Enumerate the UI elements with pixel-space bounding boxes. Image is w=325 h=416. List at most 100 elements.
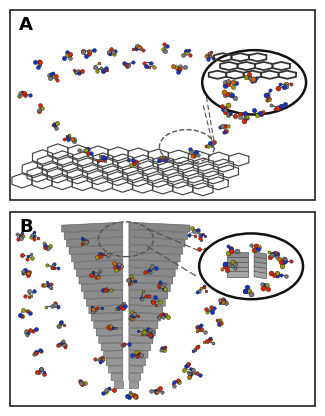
Point <box>20 88 25 95</box>
Point <box>130 46 136 52</box>
Polygon shape <box>227 257 248 262</box>
Point <box>130 275 135 282</box>
Point <box>113 305 119 312</box>
Circle shape <box>202 50 306 114</box>
Point <box>203 306 209 313</box>
Polygon shape <box>129 275 173 284</box>
Point <box>226 81 231 88</box>
Polygon shape <box>89 305 123 314</box>
Point <box>164 311 169 317</box>
Point <box>130 59 135 66</box>
Point <box>158 385 163 391</box>
Point <box>89 272 94 278</box>
Point <box>260 285 265 292</box>
Point <box>202 232 208 239</box>
Point <box>193 149 198 155</box>
Point <box>194 327 199 334</box>
Point <box>67 132 72 139</box>
Point <box>248 75 253 82</box>
Point <box>148 269 153 275</box>
Point <box>129 313 134 320</box>
Point <box>31 236 36 243</box>
Point <box>53 300 58 306</box>
Point <box>53 302 58 308</box>
Point <box>92 63 98 70</box>
Point <box>175 378 180 385</box>
Polygon shape <box>129 267 175 277</box>
Point <box>74 69 79 76</box>
Point <box>22 89 27 96</box>
Point <box>56 323 61 329</box>
Point <box>35 235 41 242</box>
Point <box>263 92 268 98</box>
Point <box>230 92 235 99</box>
Point <box>18 232 23 239</box>
Point <box>100 154 105 161</box>
Point <box>206 265 211 272</box>
Point <box>41 282 46 288</box>
Polygon shape <box>254 271 266 279</box>
Point <box>47 283 53 290</box>
Point <box>203 268 208 275</box>
Point <box>57 319 62 326</box>
Point <box>226 91 231 97</box>
Point <box>48 71 53 77</box>
Point <box>154 388 159 395</box>
Point <box>50 122 56 129</box>
Polygon shape <box>254 252 266 259</box>
Point <box>147 331 152 338</box>
Polygon shape <box>129 381 138 388</box>
Point <box>166 157 171 163</box>
Point <box>46 72 51 79</box>
Point <box>204 287 209 294</box>
Point <box>47 243 52 250</box>
Point <box>220 106 225 113</box>
Polygon shape <box>86 298 123 306</box>
Point <box>17 312 22 319</box>
Point <box>197 235 202 242</box>
Point <box>224 278 229 285</box>
Point <box>225 91 230 97</box>
Point <box>86 48 91 54</box>
Point <box>120 342 125 348</box>
Point <box>194 289 200 296</box>
Point <box>283 81 289 88</box>
Point <box>81 47 86 54</box>
Point <box>94 253 99 260</box>
Point <box>197 245 202 252</box>
Point <box>25 253 30 260</box>
Point <box>41 369 46 375</box>
Polygon shape <box>82 282 123 291</box>
Point <box>26 294 32 301</box>
Point <box>129 272 134 279</box>
Text: B: B <box>19 218 32 236</box>
Point <box>32 59 37 65</box>
Point <box>100 67 105 74</box>
Point <box>161 45 166 52</box>
Point <box>151 63 157 70</box>
Point <box>49 285 54 291</box>
Point <box>202 268 207 275</box>
Point <box>171 62 176 69</box>
Point <box>220 262 225 269</box>
Point <box>283 272 288 279</box>
Point <box>182 367 187 374</box>
Polygon shape <box>227 262 248 267</box>
Point <box>106 49 111 56</box>
Point <box>188 149 193 155</box>
Point <box>202 329 207 335</box>
Point <box>161 311 166 318</box>
Point <box>100 390 106 396</box>
Point <box>282 83 287 90</box>
Point <box>145 326 150 333</box>
Point <box>131 159 136 166</box>
Point <box>160 388 165 395</box>
Point <box>109 46 114 52</box>
Point <box>28 251 33 258</box>
Point <box>243 287 248 294</box>
Point <box>18 235 23 241</box>
Point <box>38 348 44 355</box>
Point <box>204 337 210 344</box>
Point <box>278 81 283 88</box>
Point <box>246 288 251 295</box>
